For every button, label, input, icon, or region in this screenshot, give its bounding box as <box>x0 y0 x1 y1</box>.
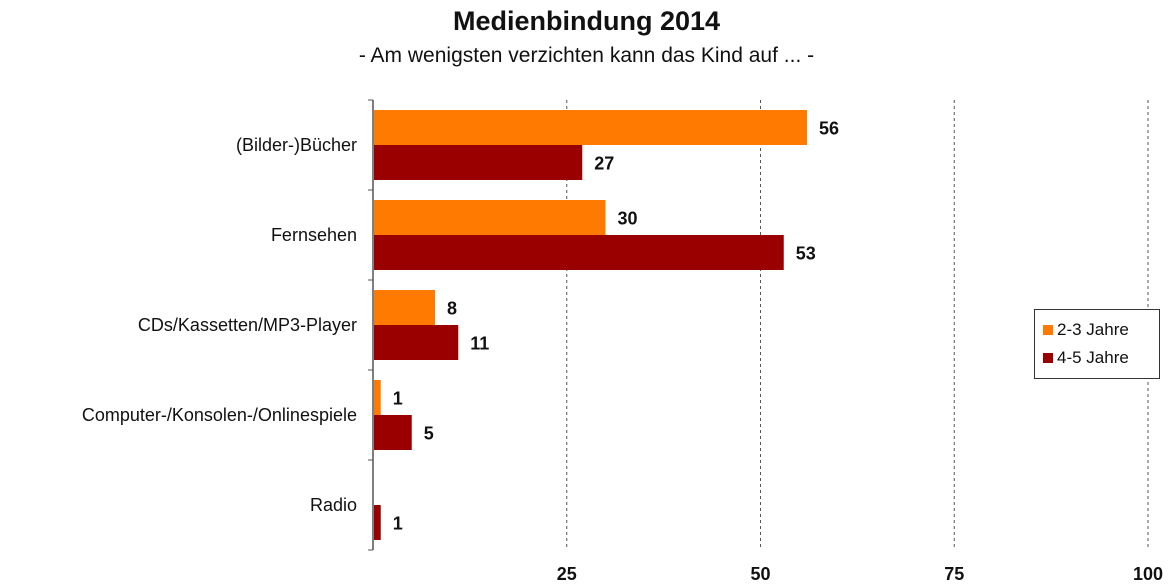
bar-2-3-jahre <box>374 110 807 145</box>
x-tick-label-100: 100 <box>1133 564 1163 584</box>
data-label: 8 <box>447 299 457 319</box>
data-label: 5 <box>424 424 434 444</box>
category-label: Radio <box>310 495 357 515</box>
x-tick-label-25: 25 <box>557 564 577 584</box>
chart-subtitle: - Am wenigsten verzichten kann das Kind … <box>358 44 815 67</box>
legend-label-4-5-jahre: 4-5 Jahre <box>1057 348 1129 367</box>
data-label: 56 <box>819 119 839 139</box>
data-label: 11 <box>470 334 489 354</box>
bar-4-5-jahre <box>374 505 381 540</box>
bar-4-5-jahre <box>374 145 583 180</box>
bar-4-5-jahre <box>374 235 784 270</box>
x-tick-label-50: 50 <box>750 564 770 584</box>
category-label: (Bilder-)Bücher <box>236 135 357 155</box>
bar-4-5-jahre <box>374 325 459 360</box>
bar-2-3-jahre <box>374 380 381 415</box>
legend-item-4-5-jahre: 4-5 Jahre <box>1043 344 1159 372</box>
legend-swatch-2-3-jahre <box>1043 325 1053 335</box>
bar-2-3-jahre <box>374 290 435 325</box>
category-label: Fernsehen <box>271 225 357 245</box>
x-tick-label-75: 75 <box>944 564 964 584</box>
data-label: 27 <box>594 154 614 174</box>
data-label: 30 <box>618 209 638 229</box>
legend-swatch-4-5-jahre <box>1043 353 1053 363</box>
category-label: CDs/Kassetten/MP3-Player <box>138 315 357 335</box>
chart-title: Medienbindung 2014 <box>452 6 721 36</box>
legend-label-2-3-jahre: 2-3 Jahre <box>1057 320 1129 339</box>
legend-item-2-3-jahre: 2-3 Jahre <box>1043 316 1159 344</box>
legend: 2-3 Jahre 4-5 Jahre <box>1034 309 1160 379</box>
category-label: Computer-/Konsolen-/Onlinespiele <box>82 405 357 425</box>
bar-2-3-jahre <box>374 200 606 235</box>
data-label: 1 <box>393 389 403 409</box>
data-label: 1 <box>393 514 403 534</box>
data-label: 53 <box>796 244 816 264</box>
bar-4-5-jahre <box>374 415 412 450</box>
